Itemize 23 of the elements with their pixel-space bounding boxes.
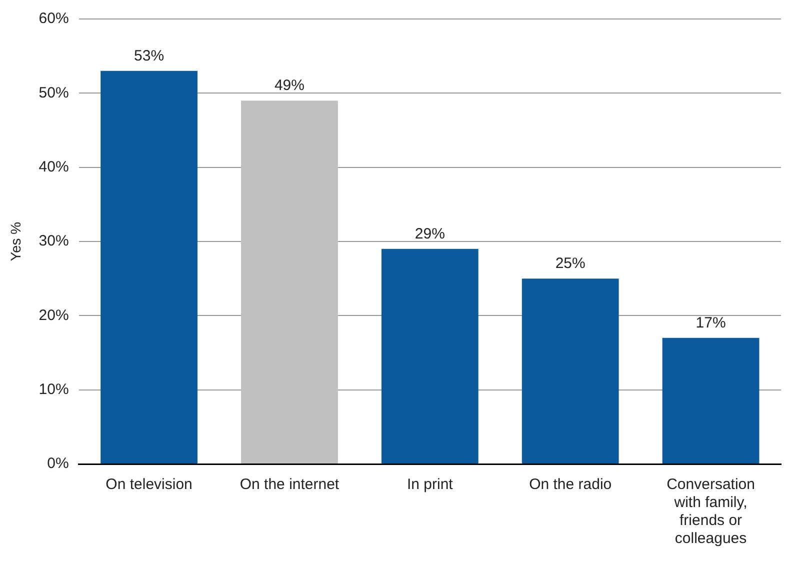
bar — [522, 278, 619, 464]
bar — [100, 70, 198, 464]
y-tick-label: 10% — [38, 380, 69, 398]
y-tick-label: 30% — [38, 232, 69, 250]
x-tick-label: In print — [406, 476, 454, 494]
data-label: 49% — [274, 77, 304, 94]
y-axis-title: Yes % — [7, 222, 24, 262]
x-tick-label: On television — [106, 476, 192, 494]
y-tick-label: 60% — [38, 10, 69, 28]
x-tick-label: On the internet — [240, 476, 340, 494]
bar — [241, 100, 338, 464]
y-tick-label: 20% — [38, 306, 69, 324]
bar — [381, 248, 478, 464]
data-label: 29% — [414, 226, 445, 243]
bar — [662, 338, 760, 464]
x-tick-label: On the radio — [529, 476, 612, 494]
data-label: 17% — [696, 314, 726, 332]
data-label: 25% — [555, 255, 586, 272]
y-tick-label: 0% — [47, 455, 69, 472]
data-label: 53% — [134, 48, 164, 65]
y-tick-label: 50% — [38, 84, 69, 102]
y-tick-label: 40% — [38, 158, 69, 176]
x-tick-label: Conversation with family, friends or colleagues — [666, 476, 755, 548]
